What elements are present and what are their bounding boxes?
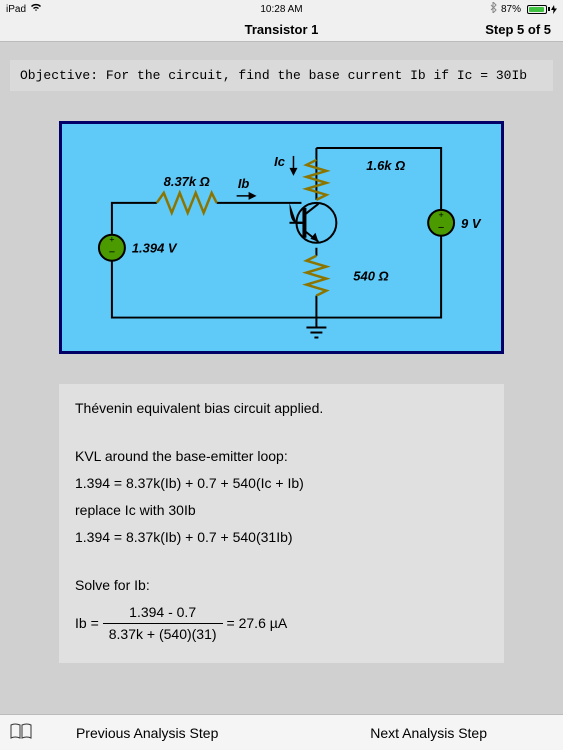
battery-icon — [525, 5, 557, 14]
step-indicator: Step 5 of 5 — [485, 22, 551, 37]
objective-text: Objective: For the circuit, find the bas… — [10, 60, 553, 91]
v-supply-label: 9 V — [461, 216, 482, 231]
analysis-line1: Thévenin equivalent bias circuit applied… — [75, 398, 488, 419]
analysis-line6: Solve for Ib: — [75, 575, 488, 596]
svg-text:−: − — [109, 247, 115, 259]
next-step-button[interactable]: Next Analysis Step — [370, 725, 487, 741]
fraction-result: Ib = 1.394 - 0.7 8.37k + (540)(31) = 27.… — [75, 602, 287, 645]
r-emitter-label: 540 Ω — [353, 269, 388, 284]
frac-den: 8.37k + (540)(31) — [103, 624, 223, 645]
svg-text:+: + — [438, 210, 443, 220]
status-bar: iPad 10:28 AM 87% — [0, 0, 563, 18]
r-collector-label: 1.6k Ω — [366, 158, 405, 173]
circuit-svg: + − + − — [72, 138, 491, 343]
v-thev-label: 1.394 V — [132, 241, 178, 256]
ic-label: Ic — [274, 154, 286, 169]
book-icon[interactable] — [10, 723, 32, 742]
svg-text:+: + — [109, 235, 114, 245]
analysis-line3: 1.394 = 8.37k(Ib) + 0.7 + 540(Ic + Ib) — [75, 473, 488, 494]
analysis-line4: replace Ic with 30Ib — [75, 500, 488, 521]
analysis-line2: KVL around the base-emitter loop: — [75, 446, 488, 467]
analysis-box: Thévenin equivalent bias circuit applied… — [59, 384, 504, 663]
r-base-label: 8.37k Ω — [164, 174, 210, 189]
bluetooth-icon — [490, 2, 497, 16]
title-bar: Transistor 1 Step 5 of 5 — [0, 18, 563, 42]
page-title: Transistor 1 — [245, 22, 319, 37]
analysis-line5: 1.394 = 8.37k(Ib) + 0.7 + 540(31Ib) — [75, 527, 488, 548]
frac-lhs: Ib = — [75, 613, 99, 634]
prev-step-button[interactable]: Previous Analysis Step — [76, 725, 218, 741]
device-label: iPad — [6, 4, 26, 15]
svg-text:−: − — [438, 222, 444, 234]
frac-rhs: = 27.6 µA — [227, 613, 288, 634]
clock: 10:28 AM — [260, 4, 302, 15]
bottom-bar: Previous Analysis Step Next Analysis Ste… — [0, 714, 563, 750]
wifi-icon — [30, 3, 42, 15]
battery-pct: 87% — [501, 4, 521, 15]
ib-label: Ib — [238, 176, 250, 191]
frac-num: 1.394 - 0.7 — [103, 602, 223, 624]
circuit-diagram: + − + − — [59, 121, 504, 354]
